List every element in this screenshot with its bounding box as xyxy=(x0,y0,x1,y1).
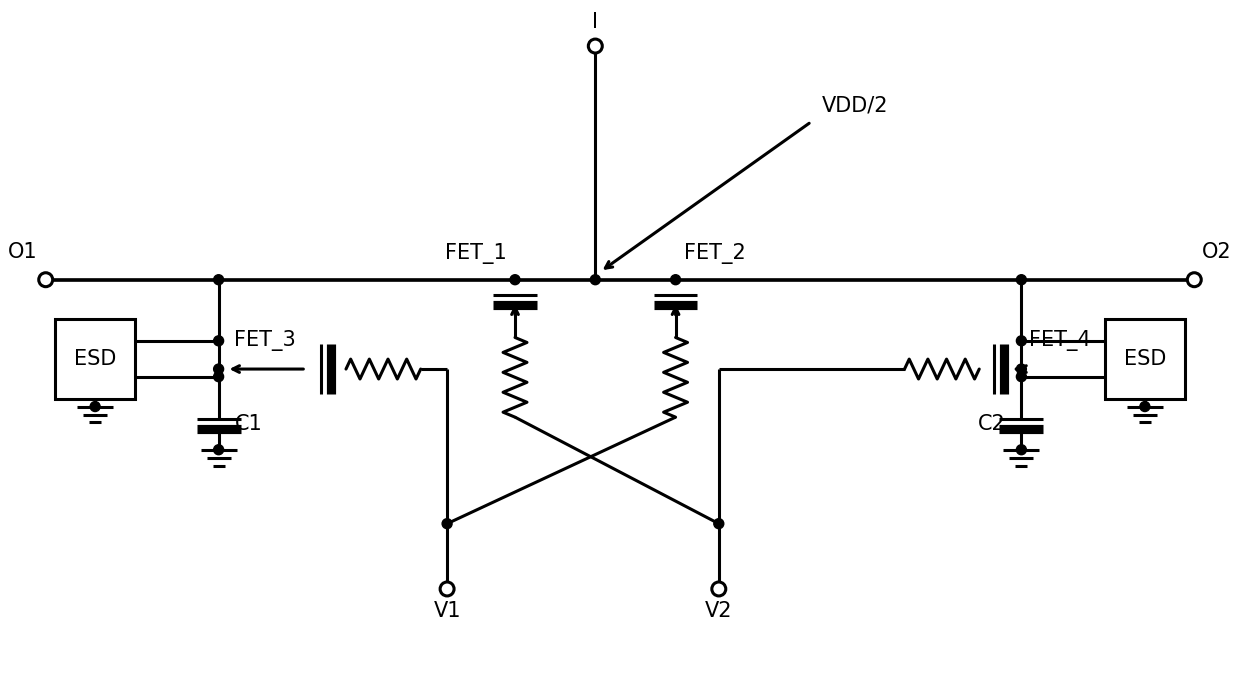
Circle shape xyxy=(213,275,223,285)
Circle shape xyxy=(213,372,223,382)
Circle shape xyxy=(213,336,223,346)
Circle shape xyxy=(1017,372,1027,382)
Text: C2: C2 xyxy=(977,414,1006,434)
Circle shape xyxy=(1017,364,1027,374)
Text: ESD: ESD xyxy=(74,348,117,368)
Bar xyxy=(56,319,135,399)
Text: V2: V2 xyxy=(706,601,733,621)
Text: V1: V1 xyxy=(433,601,461,621)
Text: VDD/2: VDD/2 xyxy=(821,96,888,116)
Circle shape xyxy=(1017,275,1027,285)
Circle shape xyxy=(590,275,600,285)
Text: C1: C1 xyxy=(234,414,263,434)
Circle shape xyxy=(213,445,223,455)
Circle shape xyxy=(510,275,520,285)
Circle shape xyxy=(440,582,454,596)
Circle shape xyxy=(1188,273,1202,286)
Circle shape xyxy=(1017,445,1027,455)
Text: FET_1: FET_1 xyxy=(445,243,507,264)
Circle shape xyxy=(712,582,725,596)
Circle shape xyxy=(38,273,52,286)
Circle shape xyxy=(443,519,453,529)
Text: I: I xyxy=(593,12,598,32)
Text: FET_2: FET_2 xyxy=(683,243,745,264)
Circle shape xyxy=(671,275,681,285)
Bar xyxy=(1105,319,1184,399)
Circle shape xyxy=(1140,402,1149,411)
Text: FET_4: FET_4 xyxy=(1029,330,1091,351)
Text: FET_3: FET_3 xyxy=(234,330,296,351)
Circle shape xyxy=(714,519,724,529)
Circle shape xyxy=(1017,336,1027,346)
Circle shape xyxy=(213,364,223,374)
Text: O2: O2 xyxy=(1203,241,1231,262)
Circle shape xyxy=(91,402,100,411)
Circle shape xyxy=(588,39,603,53)
Text: ESD: ESD xyxy=(1123,348,1166,368)
Text: O1: O1 xyxy=(9,241,37,262)
